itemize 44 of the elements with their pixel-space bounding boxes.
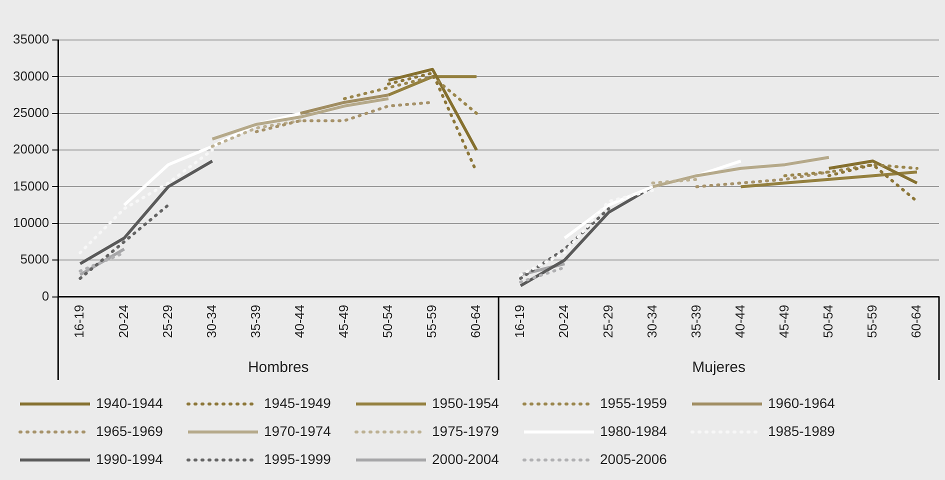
x-tick-label: 35-39 (248, 304, 263, 338)
x-tick-label: 30-34 (204, 304, 219, 338)
legend-label: 2005-2006 (600, 450, 668, 467)
x-tick-label: 40-44 (292, 304, 307, 338)
text: Mujeres (692, 359, 746, 376)
y-tick-label: 30000 (12, 68, 50, 84)
y-tick-label: 5000 (20, 252, 50, 267)
legend-label: 1975-1979 (432, 422, 500, 439)
x-tick-label: 50-54 (820, 304, 836, 338)
legend-label: 1950-1954 (432, 394, 500, 411)
legend-label: 1990-1994 (96, 450, 164, 467)
x-tick-label: 60-64 (468, 304, 484, 338)
legend-label: 1995-1999 (264, 450, 332, 467)
legend-label: 1980-1984 (600, 422, 668, 439)
x-tick-label: 25-29 (160, 304, 175, 338)
x-tick-label: 25-29 (600, 304, 616, 338)
legend-label: 1960-1964 (768, 394, 836, 411)
legend-label: 1940-1944 (96, 394, 164, 411)
x-tick-label: 60-64 (908, 304, 924, 338)
x-tick-label: 50-54 (380, 304, 396, 338)
y-tick-label: 15000 (12, 178, 50, 194)
y-tick-label: 20000 (12, 142, 50, 157)
legend-label: 1985-1989 (768, 422, 836, 439)
legend-label: 2000-2004 (432, 450, 500, 467)
legend-label: 1945-1949 (264, 394, 332, 411)
y-tick-label: 35000 (12, 32, 50, 47)
x-tick-label: 35-39 (688, 304, 704, 338)
x-tick-label: 30-34 (644, 304, 660, 338)
x-tick-label: 45-49 (336, 304, 352, 338)
x-tick-label: 45-49 (776, 304, 792, 338)
legend-label: 1970-1974 (264, 422, 332, 439)
x-tick-label: 16-19 (512, 304, 528, 338)
y-tick-label: 0 (42, 288, 50, 304)
x-tick-label: 20-24 (116, 304, 131, 338)
legend-label: 1965-1969 (96, 422, 164, 439)
legend-label: 1955-1959 (600, 394, 668, 411)
x-tick-label: 55-59 (864, 304, 880, 338)
y-tick-label: 25000 (12, 104, 50, 120)
x-tick-label: 20-24 (556, 304, 572, 338)
text: Hombres (248, 359, 309, 376)
x-tick-label: 40-44 (732, 304, 748, 338)
y-tick-label: 10000 (12, 214, 50, 230)
x-tick-label: 16-19 (72, 304, 87, 338)
x-tick-label: 55-59 (424, 304, 440, 338)
